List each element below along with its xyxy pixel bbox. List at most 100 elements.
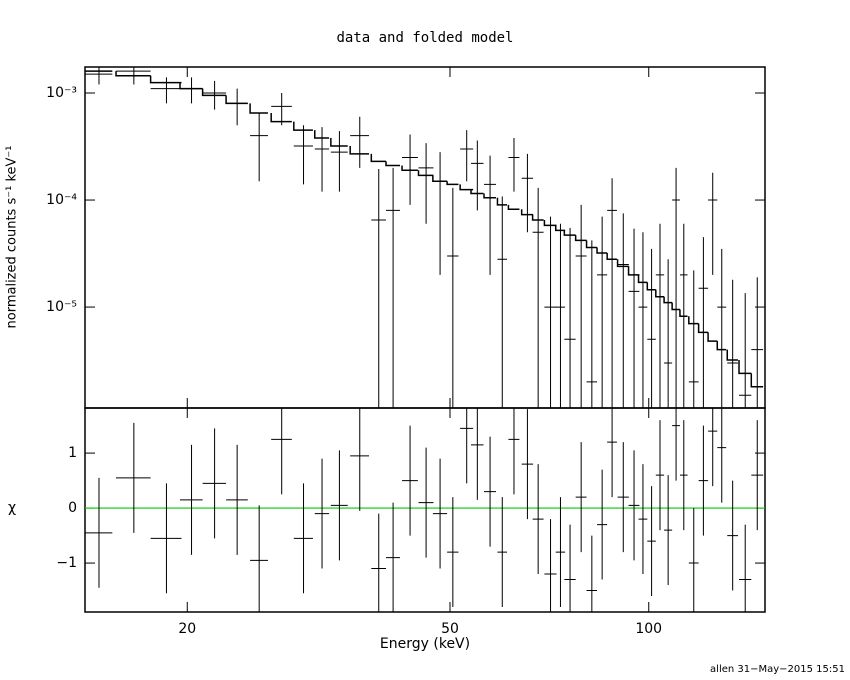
model-step: [750, 373, 764, 388]
error-bar: [470, 408, 484, 500]
error-bar: [751, 277, 764, 408]
model-step: [496, 197, 508, 206]
y-tick-label: 1: [68, 445, 77, 461]
model-step: [655, 289, 665, 298]
model-step: [646, 282, 656, 291]
error-bar: [271, 93, 292, 126]
model-step: [507, 204, 520, 211]
model-step: [637, 274, 648, 284]
error-bar: [85, 67, 113, 85]
plot-frame: [84, 66, 766, 409]
error-bar: [460, 408, 474, 484]
model-step: [531, 214, 544, 221]
error-bar: [555, 497, 566, 608]
model-step: [459, 184, 474, 191]
error-bar: [564, 227, 576, 408]
error-bar: [250, 505, 268, 612]
error-bar: [532, 187, 544, 408]
y-axis-label: χ: [8, 500, 16, 516]
error-bar: [350, 116, 370, 168]
error-bar: [708, 408, 718, 487]
model-step: [483, 193, 496, 199]
model-step: [314, 130, 330, 139]
error-bar: [664, 475, 673, 586]
error-bar: [508, 137, 520, 192]
error-bar: [508, 408, 520, 495]
error-bar: [607, 178, 617, 408]
error-bar: [586, 535, 598, 612]
error-bar: [617, 442, 629, 553]
y-tick-label: 10⁻⁴: [46, 192, 77, 208]
error-bar: [739, 293, 752, 408]
error-bar: [484, 155, 496, 275]
error-bar: [628, 450, 640, 561]
error-bar: [447, 187, 459, 408]
error-bar: [751, 420, 764, 531]
error-bar: [314, 127, 330, 192]
error-bar: [679, 420, 688, 531]
error-bar: [708, 172, 718, 275]
error-bar: [521, 153, 534, 233]
error-bar: [180, 77, 203, 104]
chart-title: data and folded model: [336, 30, 513, 46]
model-step: [688, 316, 699, 325]
error-bar: [432, 458, 448, 569]
error-bar: [575, 442, 587, 553]
error-bar: [371, 168, 387, 408]
model-step: [149, 75, 182, 84]
model-step: [716, 341, 727, 351]
model-step: [349, 145, 370, 155]
model-step: [385, 161, 401, 167]
error-bar: [564, 524, 576, 612]
y-tick-label: 10⁻⁵: [46, 299, 77, 315]
error-bar: [544, 519, 557, 612]
model-step: [520, 209, 534, 216]
error-bar: [293, 125, 313, 185]
error-bar: [460, 130, 474, 182]
error-bar: [679, 223, 688, 408]
model-step: [726, 349, 738, 361]
x-tick-label: 100: [635, 621, 662, 637]
model-step: [543, 220, 557, 227]
error-bar: [655, 223, 665, 408]
error-bar: [116, 422, 151, 533]
error-bar: [698, 237, 709, 408]
error-bar: [484, 436, 496, 547]
model-step: [115, 71, 151, 77]
error-bar: [544, 216, 557, 408]
error-bar: [85, 477, 113, 588]
error-bar: [628, 228, 640, 408]
model-step: [270, 113, 292, 123]
model-step: [585, 240, 598, 249]
model-step: [446, 181, 459, 186]
model-step: [679, 309, 688, 318]
model-step: [330, 137, 348, 147]
x-tick-label: 50: [441, 621, 459, 637]
model-step: [563, 230, 576, 236]
error-bar: [617, 213, 629, 408]
error-bar: [150, 483, 182, 594]
model-step: [293, 121, 313, 131]
error-bar: [672, 408, 680, 481]
error-bar: [330, 131, 348, 192]
error-bar: [314, 458, 330, 569]
error-bar: [271, 408, 292, 495]
error-bar: [717, 408, 727, 503]
model-step: [225, 95, 248, 105]
error-bar: [647, 248, 656, 408]
error-bar: [402, 425, 418, 536]
model-step: [707, 332, 718, 342]
model-step: [401, 165, 418, 171]
model-step: [370, 153, 387, 163]
error-bar: [418, 143, 434, 224]
error-bar: [386, 502, 401, 612]
error-bar: [470, 140, 484, 211]
error-bar: [330, 450, 348, 561]
error-bar: [739, 524, 752, 612]
error-bar: [418, 447, 434, 558]
model-step: [606, 253, 617, 260]
error-bar: [638, 464, 648, 575]
model-step: [417, 170, 434, 177]
error-bar: [150, 77, 182, 104]
